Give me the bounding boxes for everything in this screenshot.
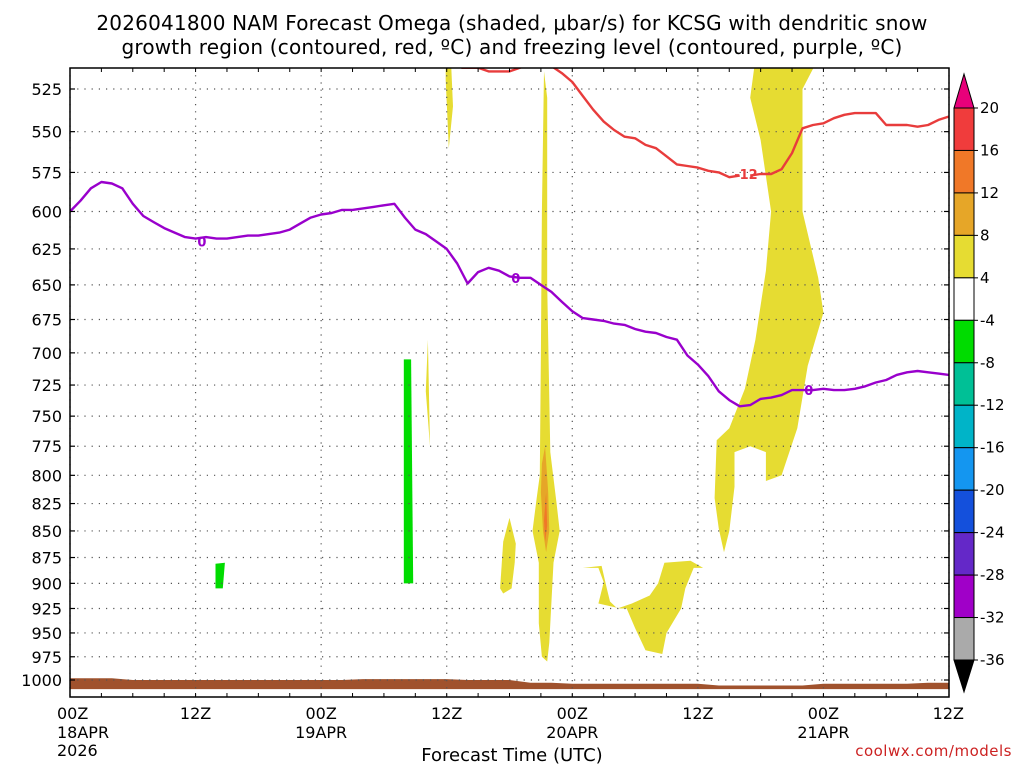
x-tick-date-48: 20APR [546,723,598,742]
omega-region-3 [425,339,430,447]
y-tick-label-875: 875 [31,549,62,568]
colorbar-arrow-bottom [953,659,975,694]
y-tick-label-975: 975 [31,648,62,667]
y-tick-label-575: 575 [31,163,62,182]
colorbar-box-9 [953,489,975,534]
y-tick-label-525: 525 [31,80,62,99]
y-tick-label-625: 625 [31,240,62,259]
y-tick-label-850: 850 [31,522,62,541]
x-tick-label-48: 00Z [557,704,588,723]
colorbar-box-4 [953,277,975,321]
x-axis-label: Forecast Time (UTC) [421,745,603,766]
colorbar-label-12: -32 [980,609,1005,627]
colorbar-label-7: -12 [980,396,1005,414]
colorbar-box-8 [953,447,975,491]
contour-1-seg-1 [750,111,949,177]
colorbar-label-5: -4 [980,311,995,329]
y-tick-label-900: 900 [31,574,62,593]
x-tick-date-24: 19APR [295,723,347,742]
colorbar-box-7 [953,404,975,449]
colorbar-label-0: 20 [980,99,999,117]
omega-region-7 [714,68,824,553]
contour-1-seg-2 [729,61,750,63]
contour-0-seg-0 [70,180,949,408]
y-tick-label-700: 700 [31,344,62,363]
colorbar-label-11: -28 [980,566,1005,584]
plot-frame [69,67,950,698]
y-tick-label-925: 925 [31,599,62,618]
colorbar-box-11 [953,574,975,619]
y-tick-label-1000: 1000 [21,671,62,690]
colorbar-label-9: -20 [980,481,1005,499]
omega-region-4 [532,71,560,662]
omega-region-6 [582,560,704,654]
x-tick-date-72: 21APR [797,723,849,742]
y-tick-label-550: 550 [31,123,62,142]
x-tick-label-24: 00Z [305,704,336,723]
omega-region-9 [544,492,548,542]
terrain-layer [70,678,949,690]
x-tick-label-60: 12Z [682,704,713,723]
x-tick-year-0: 2026 [57,741,98,760]
y-tick-label-750: 750 [31,407,62,426]
colorbar-label-6: -8 [980,354,995,372]
colorbar-box-1 [953,149,975,194]
x-tick-label-72: 00Z [808,704,839,723]
y-tick-label-825: 825 [31,495,62,514]
colorbar-arrow-top [953,72,975,109]
colorbar-label-3: 8 [980,226,990,244]
chart-title-line2: growth region (contoured, red, ºC) and f… [121,35,903,59]
omega-region-1 [403,359,414,584]
terrain-fill [70,678,949,690]
grid-layer [69,68,950,697]
colorbar: 20 16 12 8 4 -4 -8 -12 -16 -20 -24 -28 -32 -36 [953,72,1005,694]
x-tick-label-12: 12Z [180,704,211,723]
contour-label-0-1: 0 [511,272,520,287]
contour-label-0-2: 0 [804,384,813,399]
colorbar-label-2: 12 [980,184,999,202]
y-tick-label-650: 650 [31,276,62,295]
colorbar-label-4: 4 [980,269,990,287]
x-tick-date-0: 18APR [57,723,109,742]
omega-region-0 [215,562,225,589]
colorbar-box-3 [953,234,975,279]
y-tick-label-600: 600 [31,202,62,221]
colorbar-box-5 [953,319,975,364]
y-tick-label-725: 725 [31,376,62,395]
contour-label-0-0: 0 [197,236,206,251]
colorbar-label-13: -36 [980,651,1005,669]
y-tick-label-800: 800 [31,466,62,485]
omega-shading-layer [215,68,824,662]
y-tick-label-675: 675 [31,311,62,330]
colorbar-box-10 [953,532,975,576]
y-tick-label-775: 775 [31,437,62,456]
x-tick-label-36: 12Z [431,704,462,723]
x-tick-label-0: 00Z [57,704,88,723]
chart-title-line1: 2026041800 NAM Forecast Omega (shaded, μ… [96,11,928,35]
colorbar-box-0 [953,107,975,151]
colorbar-label-8: -16 [980,439,1005,457]
y-tick-label-950: 950 [31,624,62,643]
credit-text: coolwx.com/models [855,742,1012,760]
contour-layer: 0 0 0 -12 [70,61,949,408]
colorbar-box-6 [953,362,975,406]
colorbar-box-12 [953,617,975,661]
contour-label-1-0: -12 [734,168,758,183]
omega-region-2 [445,68,453,149]
omega-region-5 [500,517,516,594]
x-tick-label-84: 12Z [933,704,964,723]
axis-layer: 525 550 575 600 625 650 675 700 725 750 775 800 825 8… [21,68,964,760]
omega-region-8 [540,446,550,553]
colorbar-label-10: -24 [980,524,1005,542]
colorbar-box-2 [953,192,975,236]
colorbar-label-1: 16 [980,141,999,159]
contour-1-seg-0 [461,68,740,179]
